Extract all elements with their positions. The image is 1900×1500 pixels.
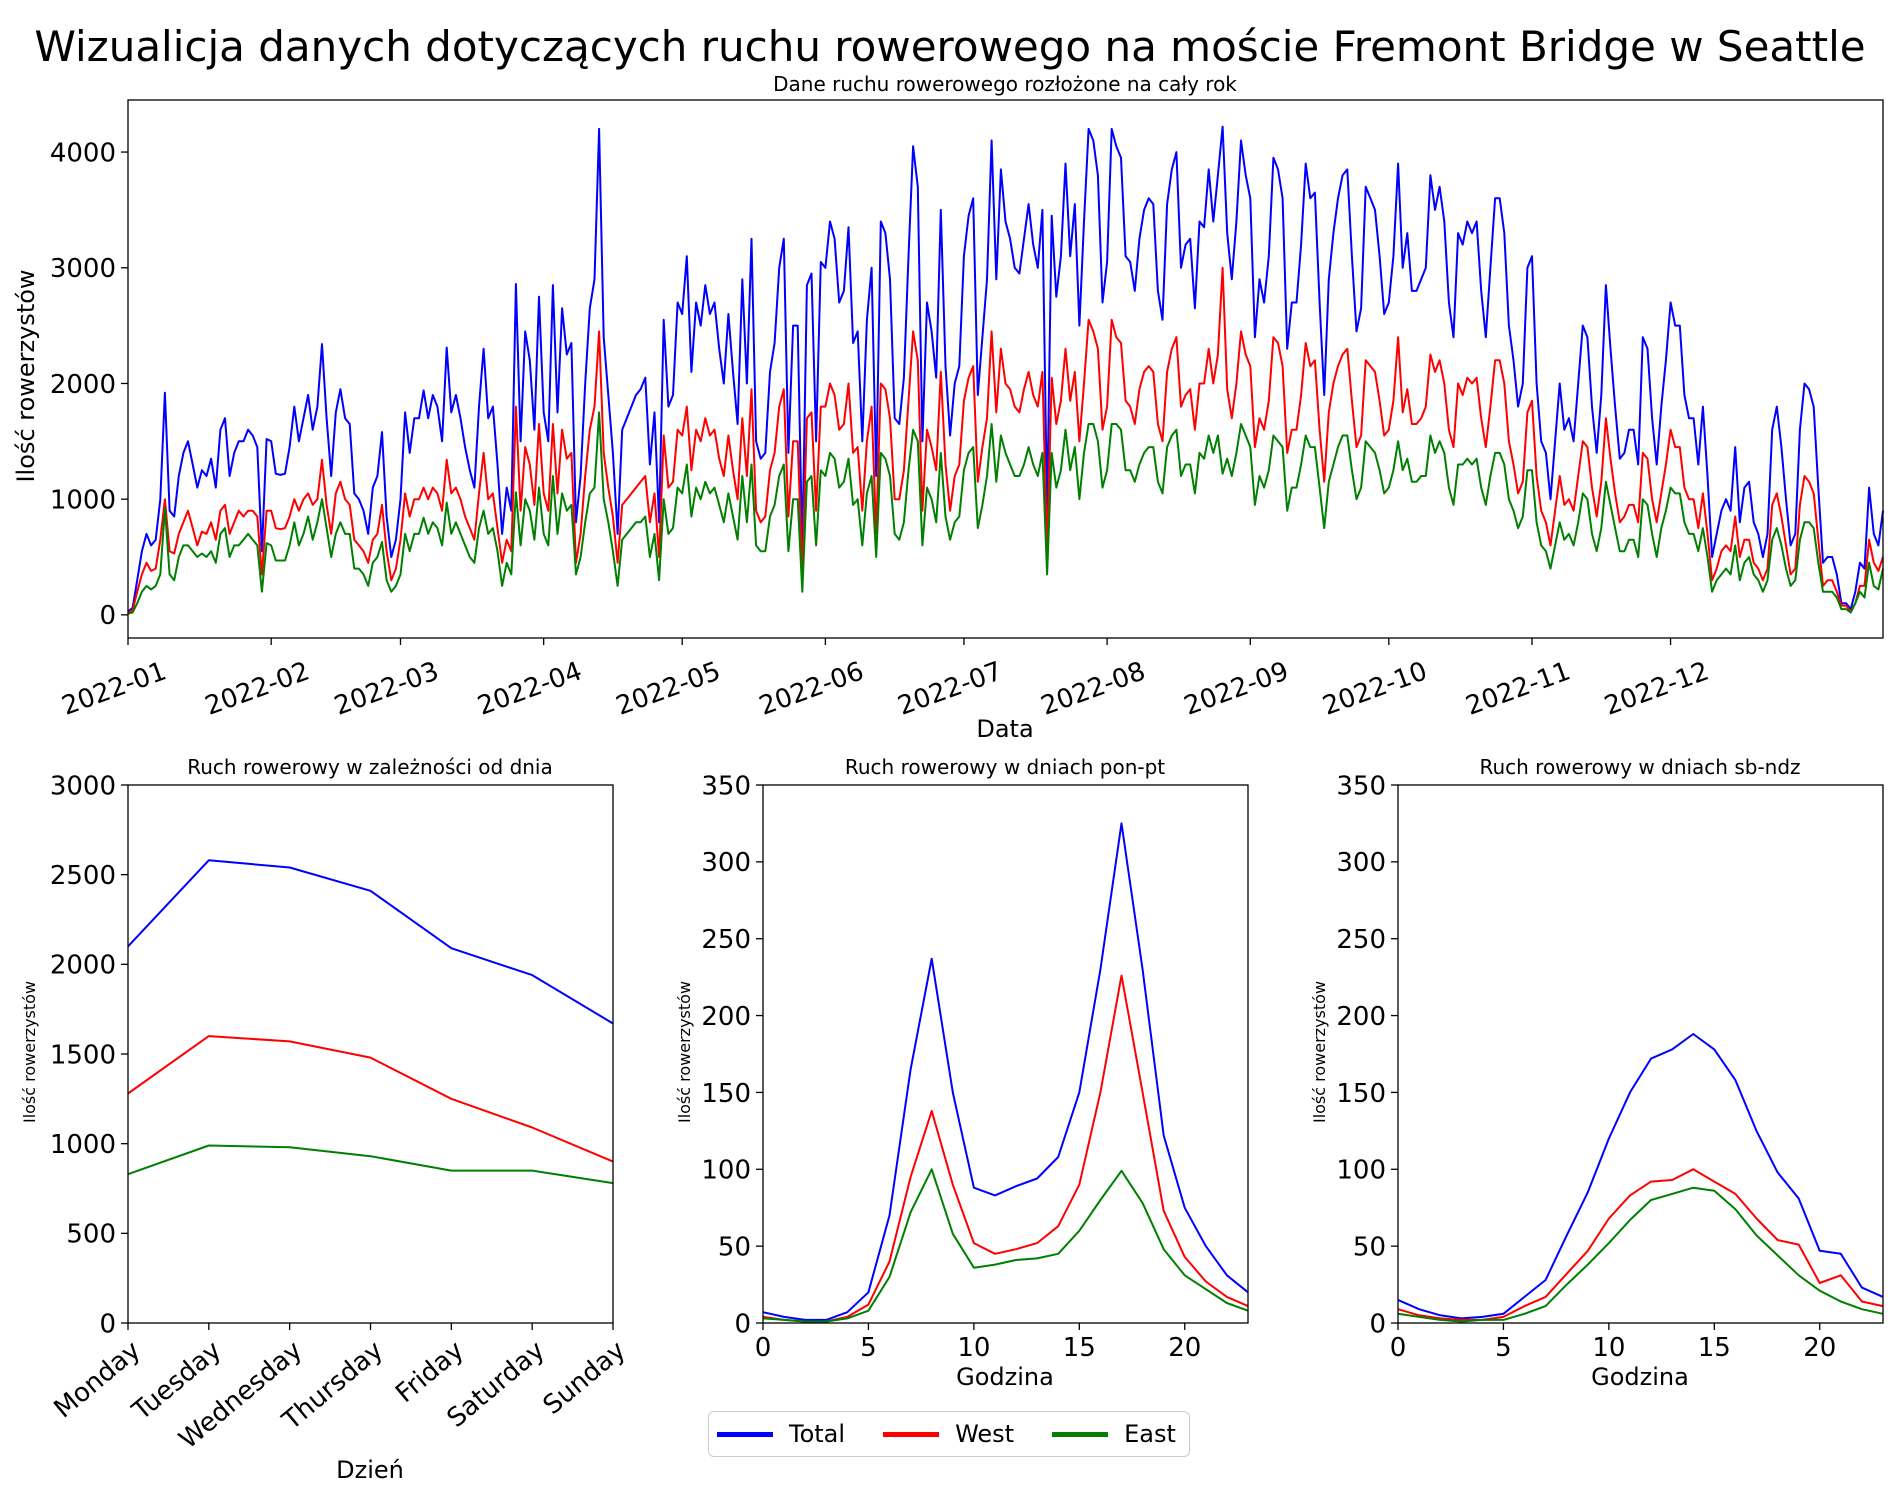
year-chart-xlabel: Data <box>976 715 1033 743</box>
weekends-hourly-ytick-label: 50 <box>1353 1233 1386 1263</box>
year-chart-xtick-label: 2022-01 <box>58 656 170 721</box>
legend: Total West East <box>708 1411 1190 1457</box>
year-chart-xtick-label: 2022-10 <box>1319 656 1431 721</box>
weekends-hourly-series-total <box>1397 1033 1884 1320</box>
year-chart-xtick-label: 2022-09 <box>1180 656 1292 721</box>
year-chart-ytick-label: 3000 <box>50 254 116 284</box>
weekday-chart-xtick-label: Monday <box>49 1335 147 1424</box>
weekday-chart-series-total <box>127 859 614 1025</box>
year-chart-ytick-label: 0 <box>99 601 116 631</box>
weekdays-hourly-xlabel: Godzina <box>956 1363 1054 1391</box>
legend-label-total: Total <box>789 1420 846 1448</box>
weekdays-hourly-xtick-label: 20 <box>1168 1333 1201 1363</box>
year-chart-ylabel: Ilość rowerzystów <box>12 269 40 482</box>
weekends-hourly-ytick-label: 250 <box>1336 925 1386 955</box>
legend-swatch-west <box>883 1431 940 1437</box>
weekdays-hourly-series-west <box>762 974 1249 1323</box>
legend-label-east: East <box>1124 1420 1176 1448</box>
year-chart-xtick-label: 2022-05 <box>612 656 724 721</box>
year-chart-xtick-label: 2022-07 <box>894 656 1006 721</box>
weekday-chart-ytick-label: 1000 <box>50 1130 116 1160</box>
weekends-hourly-series-west <box>1397 1168 1884 1321</box>
weekday-chart-series-west <box>127 1035 614 1163</box>
weekdays-hourly-frame <box>762 784 1249 1324</box>
weekends-hourly-ytick-label: 150 <box>1336 1079 1386 1109</box>
year-chart-title: Dane ruchu rowerowego rozłożone na cały … <box>773 72 1237 96</box>
year-chart-xtick-label: 2022-04 <box>474 656 586 721</box>
weekdays-hourly-ytick-label: 250 <box>701 925 751 955</box>
weekday-chart-series-east <box>127 1144 614 1185</box>
weekdays-hourly-ylabel: Ilość rowerzystów <box>675 981 694 1123</box>
weekends-hourly-xlabel: Godzina <box>1591 1363 1689 1391</box>
weekdays-hourly-chart: Ruch rowerowy w dniach pon-pt Godzina Il… <box>675 755 1249 1391</box>
weekdays-hourly-xtick-label: 5 <box>860 1333 877 1363</box>
legend-item-total: Total <box>717 1420 845 1448</box>
weekdays-hourly-series-total <box>762 822 1249 1321</box>
year-chart-xtick-label: 2022-02 <box>201 656 313 721</box>
weekends-hourly-ytick-label: 300 <box>1336 848 1386 878</box>
weekends-hourly-ytick-label: 100 <box>1336 1156 1386 1186</box>
weekday-chart-xlabel: Dzień <box>336 1456 404 1484</box>
weekdays-hourly-ytick-label: 0 <box>734 1309 751 1339</box>
weekdays-hourly-series-east <box>762 1168 1249 1323</box>
year-chart-series-west <box>127 266 1884 614</box>
year-chart-series-east <box>127 411 1884 615</box>
legend-item-west: West <box>883 1420 1014 1448</box>
year-chart: Dane ruchu rowerowego rozłożone na cały … <box>12 72 1884 743</box>
weekends-hourly-ytick-label: 350 <box>1336 771 1386 801</box>
weekends-hourly-xtick-label: 5 <box>1495 1333 1512 1363</box>
year-chart-xtick-label: 2022-08 <box>1037 656 1149 721</box>
weekdays-hourly-ytick-label: 100 <box>701 1156 751 1186</box>
legend-label-west: West <box>955 1420 1015 1448</box>
weekday-chart: Ruch rowerowy w zależności od dnia Dzień… <box>20 755 631 1484</box>
weekends-hourly-series-east <box>1397 1186 1884 1323</box>
weekday-chart-ytick-label: 0 <box>99 1309 116 1339</box>
weekday-chart-ylabel: Ilość rowerzystów <box>20 981 39 1123</box>
weekends-hourly-ylabel: Ilość rowerzystów <box>1310 981 1329 1123</box>
weekends-hourly-xtick-label: 0 <box>1390 1333 1407 1363</box>
weekday-chart-ytick-label: 2000 <box>50 951 116 981</box>
weekends-hourly-chart: Ruch rowerowy w dniach sb-ndz Godzina Il… <box>1310 755 1884 1391</box>
year-chart-xtick-label: 2022-11 <box>1462 656 1574 721</box>
weekdays-hourly-xtick-label: 10 <box>957 1333 990 1363</box>
year-chart-frame <box>127 99 1884 639</box>
weekdays-hourly-title: Ruch rowerowy w dniach pon-pt <box>845 755 1165 779</box>
weekday-chart-xtick-label: Sunday <box>538 1335 632 1421</box>
weekends-hourly-xtick-label: 15 <box>1698 1333 1731 1363</box>
year-chart-xtick-label: 2022-12 <box>1601 656 1713 721</box>
weekends-hourly-ytick-label: 200 <box>1336 1002 1386 1032</box>
year-chart-xtick-label: 2022-06 <box>755 656 867 721</box>
year-chart-ytick-label: 4000 <box>50 138 116 168</box>
weekends-hourly-frame <box>1397 784 1884 1324</box>
weekday-chart-ytick-label: 2500 <box>50 861 116 891</box>
weekdays-hourly-ytick-label: 150 <box>701 1079 751 1109</box>
weekdays-hourly-xtick-label: 0 <box>755 1333 772 1363</box>
weekday-chart-ytick-label: 500 <box>66 1220 116 1250</box>
weekdays-hourly-xtick-label: 15 <box>1063 1333 1096 1363</box>
weekends-hourly-title: Ruch rowerowy w dniach sb-ndz <box>1479 755 1800 779</box>
figure-title: Wizualicja danych dotyczących ruchu rowe… <box>34 22 1866 71</box>
year-chart-series-total <box>127 125 1884 613</box>
legend-item-east: East <box>1052 1420 1176 1448</box>
weekdays-hourly-ytick-label: 300 <box>701 848 751 878</box>
weekdays-hourly-ytick-label: 50 <box>718 1233 751 1263</box>
weekdays-hourly-ytick-label: 200 <box>701 1002 751 1032</box>
weekday-chart-frame <box>127 784 614 1324</box>
weekends-hourly-ytick-label: 0 <box>1369 1309 1386 1339</box>
weekends-hourly-xtick-label: 10 <box>1592 1333 1625 1363</box>
weekdays-hourly-ytick-label: 350 <box>701 771 751 801</box>
year-chart-xtick-label: 2022-03 <box>331 656 443 721</box>
weekday-chart-title: Ruch rowerowy w zależności od dnia <box>187 755 553 779</box>
legend-swatch-east <box>1052 1431 1109 1437</box>
weekday-chart-ytick-label: 3000 <box>50 771 116 801</box>
legend-swatch-total <box>717 1431 773 1437</box>
weekends-hourly-xtick-label: 20 <box>1803 1333 1836 1363</box>
year-chart-ytick-label: 2000 <box>50 370 116 400</box>
weekday-chart-ytick-label: 1500 <box>50 1040 116 1070</box>
year-chart-ytick-label: 1000 <box>50 486 116 516</box>
